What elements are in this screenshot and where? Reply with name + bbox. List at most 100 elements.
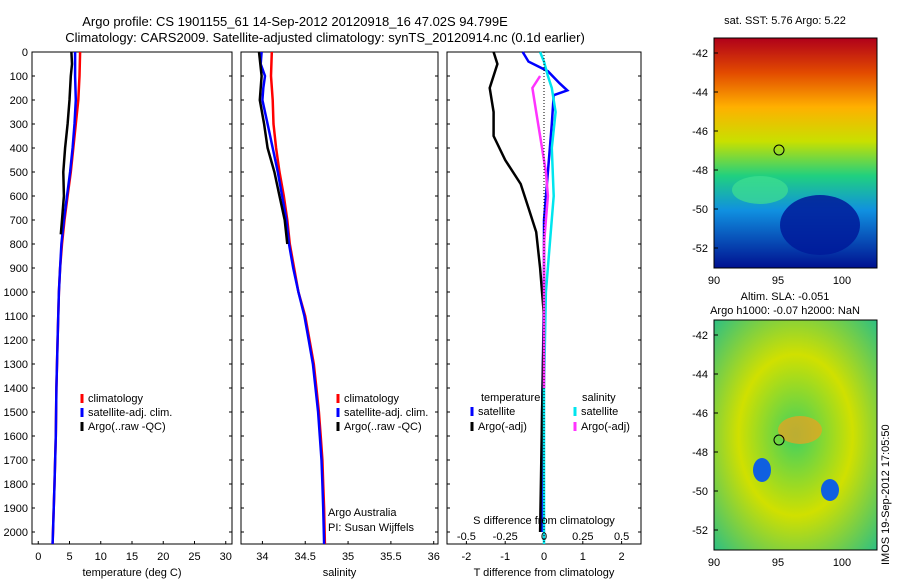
map-lat-tick-label: -42 bbox=[692, 330, 708, 342]
x-axis-label: salinity bbox=[323, 567, 357, 579]
argo-location-marker-sla bbox=[773, 434, 785, 446]
depth-tick-label: 300 bbox=[10, 119, 28, 131]
depth-tick-label: 400 bbox=[10, 143, 28, 155]
x-tick-label: 20 bbox=[157, 551, 169, 563]
map-lat-tick-label: -50 bbox=[692, 204, 708, 216]
depth-tick-label: 500 bbox=[10, 167, 28, 179]
map-lat-tick-label: -42 bbox=[692, 48, 708, 60]
depth-tick-label: 1300 bbox=[4, 359, 28, 371]
annotation-line2: PI: Susan Wijffels bbox=[328, 522, 414, 534]
sla-high-patch bbox=[778, 416, 822, 444]
s-tick-label: -0.5 bbox=[457, 531, 476, 543]
map-lat-tick-label: -50 bbox=[692, 486, 708, 498]
map-bottom-title-2: Argo h1000: -0.07 h2000: NaN bbox=[710, 305, 860, 317]
x-axis-label: T difference from climatology bbox=[474, 567, 615, 579]
legend-label: satellite bbox=[581, 406, 618, 418]
legend-label: Argo(-adj) bbox=[478, 421, 527, 433]
x-tick-label: 34 bbox=[256, 551, 268, 563]
salinity-panel: 34 34.5 35 35.5 36 salinity climatology satelli… bbox=[240, 51, 440, 579]
sla-low-patch-2 bbox=[821, 479, 839, 501]
map-lat-tick-label: -52 bbox=[692, 243, 708, 255]
legend-title-salinity: salinity bbox=[582, 392, 616, 404]
depth-tick-label: 2000 bbox=[4, 527, 28, 539]
s-axis-label: S difference from climatology bbox=[473, 515, 615, 527]
series-line-1 bbox=[51, 52, 78, 545]
legend-label: climatology bbox=[344, 393, 400, 405]
series-line-2 bbox=[257, 51, 289, 245]
s-tick-label: 0.5 bbox=[614, 531, 629, 543]
map-top-title: sat. SST: 5.76 Argo: 5.22 bbox=[724, 15, 846, 27]
annotation-line1: Argo Australia bbox=[328, 507, 397, 519]
series-line-2 bbox=[59, 51, 74, 235]
x-tick-label: 5 bbox=[66, 551, 72, 563]
depth-tick-label: 1100 bbox=[4, 311, 28, 323]
depth-tick-label: 1500 bbox=[4, 407, 28, 419]
map-axes: -42 -44 -46 -48 -50 -52 90 95 100 -42 -44 -46 -48 -50… bbox=[692, 48, 851, 569]
sla-map-frame bbox=[713, 319, 878, 551]
map-lat-tick-label: -44 bbox=[692, 369, 708, 381]
legend-label: Argo(-adj) bbox=[581, 421, 630, 433]
sst-map bbox=[713, 37, 878, 269]
x-tick-label: 30 bbox=[220, 551, 232, 563]
map-lat-tick-label: -48 bbox=[692, 165, 708, 177]
sla-low-patch-1 bbox=[753, 458, 771, 482]
legend-label: satellite-adj. clim. bbox=[88, 407, 172, 419]
map-lat-tick-label: -46 bbox=[692, 126, 708, 138]
map-lat-tick-label: -44 bbox=[692, 87, 708, 99]
depth-tick-label: 800 bbox=[10, 239, 28, 251]
depth-tick-label: 1600 bbox=[4, 431, 28, 443]
map-lat-tick-label: -52 bbox=[692, 525, 708, 537]
depth-tick-label: 1800 bbox=[4, 479, 28, 491]
depth-tick-label: 1900 bbox=[4, 503, 28, 515]
depth-tick-label: 100 bbox=[10, 71, 28, 83]
sst-warm-patch bbox=[732, 176, 788, 204]
x-tick-label: 0 bbox=[35, 551, 41, 563]
x-tick-label: -1 bbox=[500, 551, 510, 563]
map-lon-tick-label: 90 bbox=[708, 557, 720, 569]
x-tick-label: 0 bbox=[541, 551, 547, 563]
map-lat-tick-label: -46 bbox=[692, 408, 708, 420]
argo-location-marker bbox=[773, 144, 785, 156]
sst-cold-patch bbox=[780, 195, 860, 255]
map-lon-tick-label: 95 bbox=[772, 557, 784, 569]
x-tick-label: 35 bbox=[342, 551, 354, 563]
legend-label: Argo(..raw -QC) bbox=[88, 421, 166, 433]
series-line-1 bbox=[259, 51, 326, 545]
map-lon-tick-label: 100 bbox=[833, 557, 851, 569]
map-lon-tick-label: 100 bbox=[833, 275, 851, 287]
x-tick-label: 25 bbox=[188, 551, 200, 563]
x-tick-label: 35.5 bbox=[380, 551, 401, 563]
map-lat-tick-label: -48 bbox=[692, 447, 708, 459]
x-tick-label: 15 bbox=[126, 551, 138, 563]
s-tick-label: -0.25 bbox=[493, 531, 518, 543]
depth-tick-label: 700 bbox=[10, 215, 28, 227]
s-tick-label: 0 bbox=[541, 531, 547, 543]
x-tick-label: 10 bbox=[95, 551, 107, 563]
map-lon-tick-label: 90 bbox=[708, 275, 720, 287]
side-stamp: IMOS 19-Sep-2012 17:05:50 bbox=[880, 424, 892, 565]
sst-map-frame bbox=[713, 37, 878, 269]
depth-tick-label: 0 bbox=[22, 47, 28, 59]
x-axis-label: temperature (deg C) bbox=[82, 567, 181, 579]
temperature-panel: 0100200300400500600700800900100011001200… bbox=[4, 47, 233, 579]
depth-tick-label: 1200 bbox=[4, 335, 28, 347]
depth-tick-label: 1400 bbox=[4, 383, 28, 395]
legend-label: satellite-adj. clim. bbox=[344, 407, 428, 419]
legend-label: satellite bbox=[478, 406, 515, 418]
figure-title-line2: Climatology: CARS2009. Satellite-adjuste… bbox=[65, 30, 585, 45]
s-tick-label: 0.25 bbox=[572, 531, 593, 543]
x-tick-label: 36 bbox=[428, 551, 440, 563]
sla-map bbox=[713, 319, 878, 551]
depth-tick-label: 1000 bbox=[4, 287, 28, 299]
x-tick-label: -2 bbox=[462, 551, 472, 563]
x-tick-label: 1 bbox=[580, 551, 586, 563]
series-line-2 bbox=[538, 51, 557, 544]
figure-title-line1: Argo profile: CS 1901155_61 14-Sep-2012 … bbox=[82, 14, 508, 29]
depth-tick-label: 600 bbox=[10, 191, 28, 203]
legend-label: Argo(..raw -QC) bbox=[344, 421, 422, 433]
depth-tick-label: 1700 bbox=[4, 455, 28, 467]
depth-tick-label: 900 bbox=[10, 263, 28, 275]
x-tick-label: 2 bbox=[619, 551, 625, 563]
legend-label: climatology bbox=[88, 393, 144, 405]
